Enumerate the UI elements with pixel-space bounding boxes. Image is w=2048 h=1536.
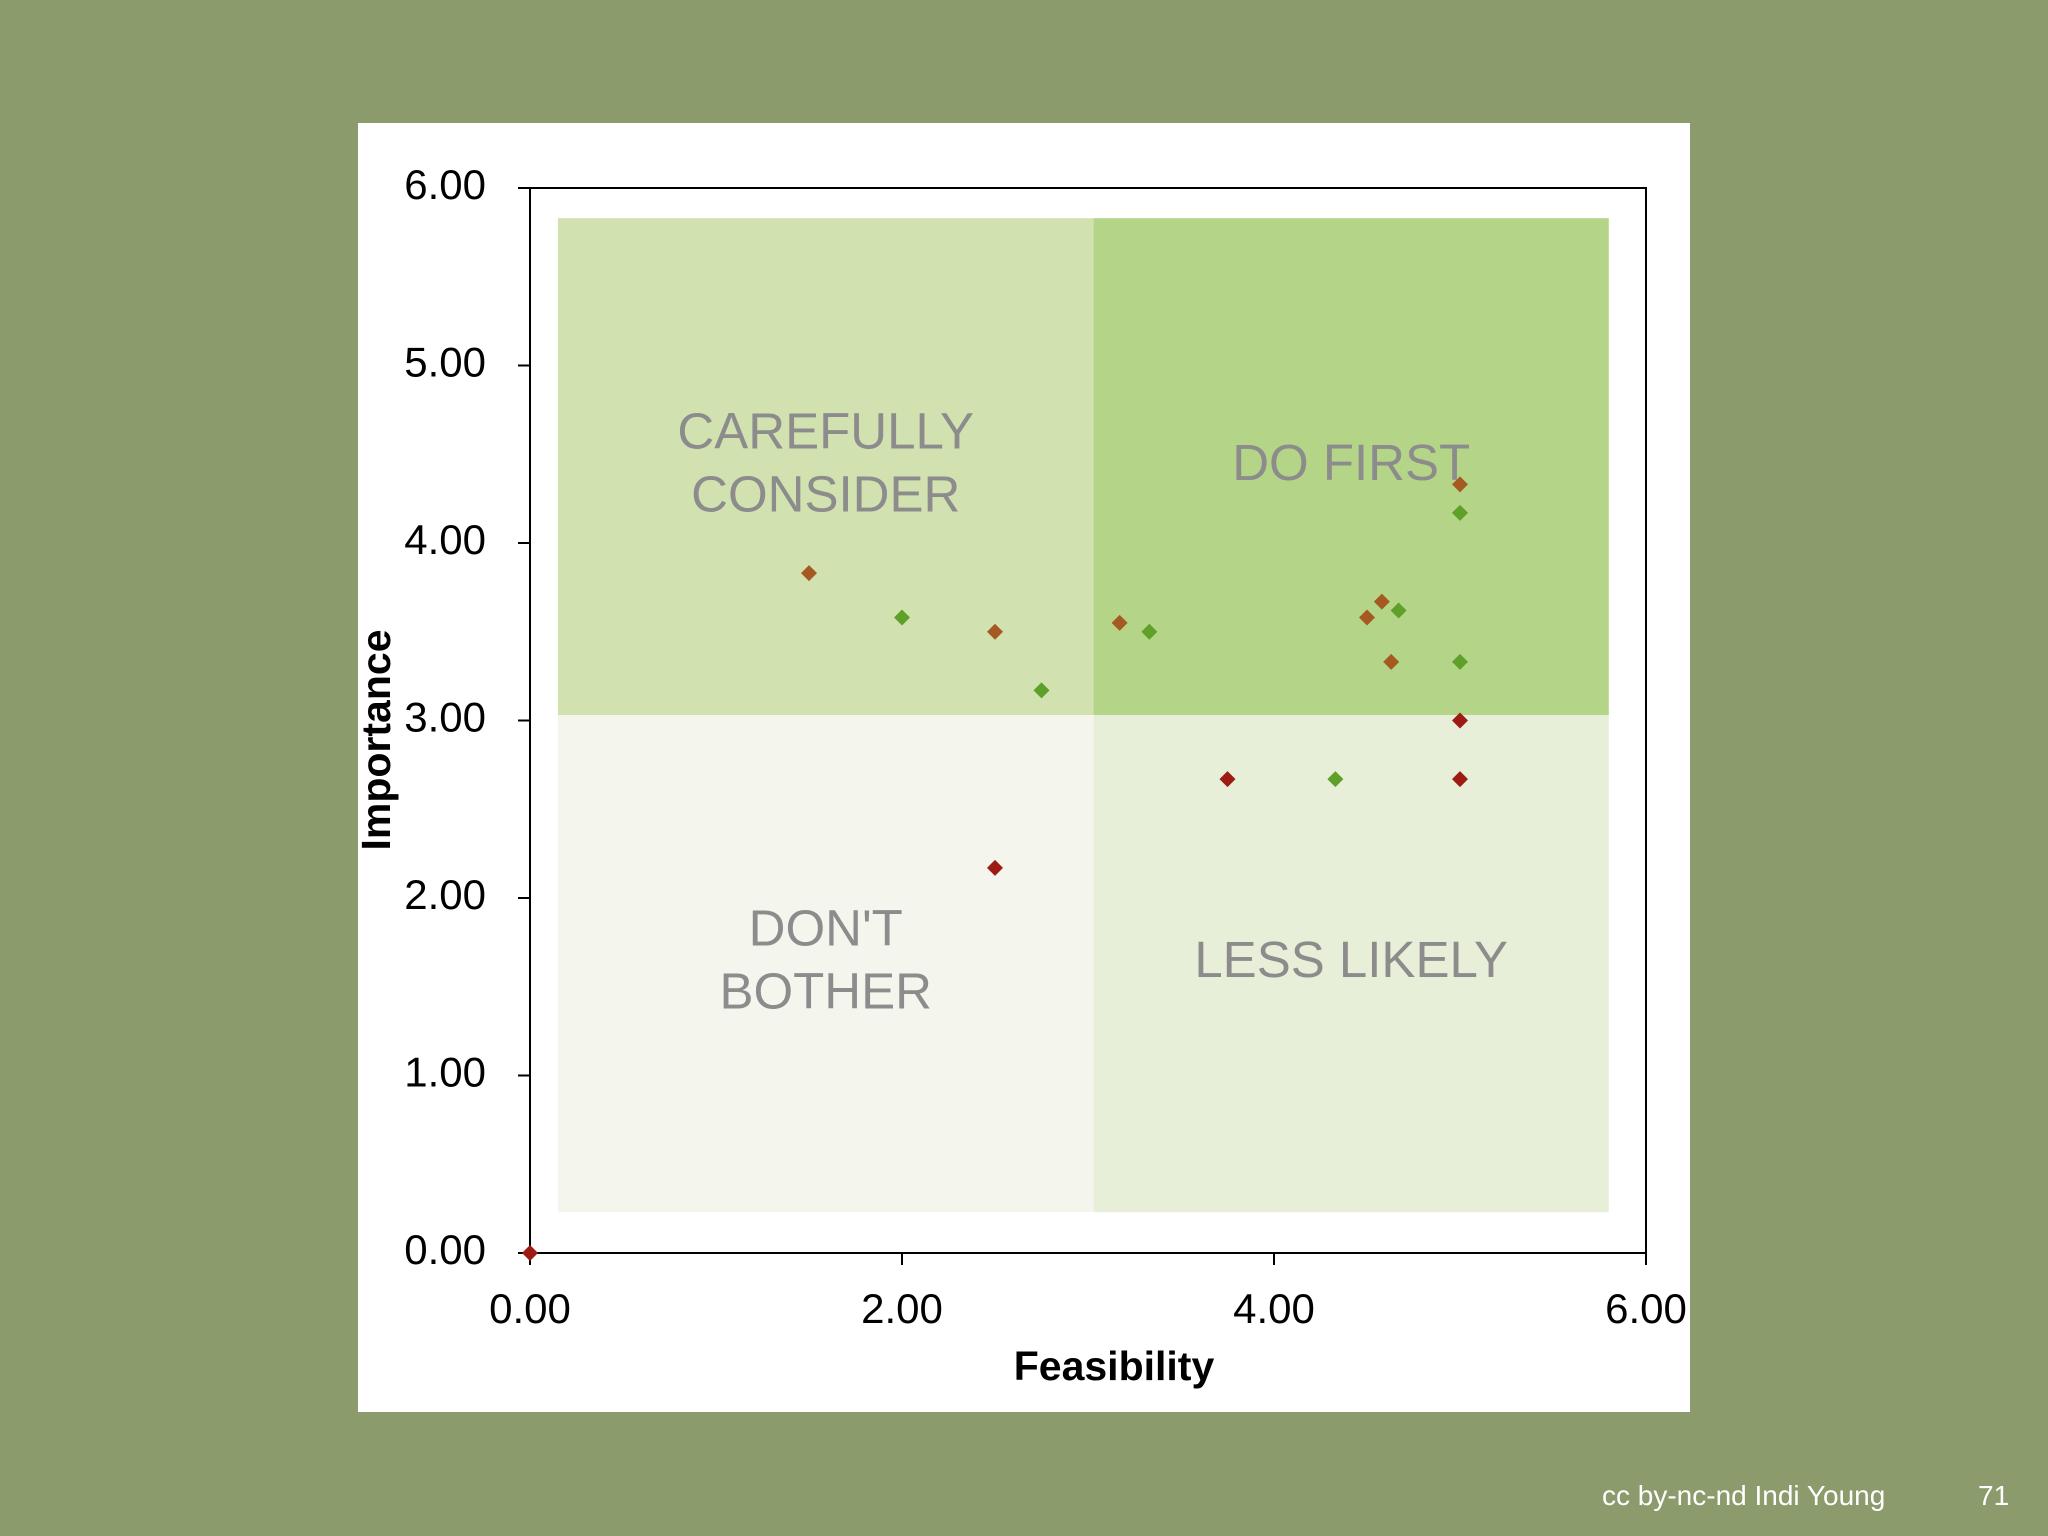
quadrant-dont_bother [557,715,1094,1213]
x-tick-label: 4.00 [1233,1285,1315,1332]
chart-card: CAREFULLY CONSIDER DO FIRST DON'T BOTHER LESS… [358,123,1690,1412]
y-tick-label: 0.00 [404,1226,486,1273]
scatter-chart: CAREFULLY CONSIDER DO FIRST DON'T BOTHER LESS… [358,161,1687,1389]
y-tick-label: 3.00 [404,694,486,741]
quadrant-label-careful: CAREFULLY [677,403,974,460]
y-tick-label: 2.00 [404,871,486,918]
data-point [1359,609,1375,626]
data-point [522,1245,538,1261]
data-point [1383,653,1400,670]
data-point [801,565,817,582]
data-point [894,609,910,626]
quadrant-label-careful: CONSIDER [691,466,960,523]
x-axis-title: Feasibility [1014,1343,1215,1389]
credit-text: cc by-nc-nd Indi Young [1602,1480,1886,1511]
data-point [1111,614,1128,631]
data-point [1452,653,1468,670]
y-axis-title: Importance [358,630,399,851]
data-point [1452,712,1468,729]
quadrant-label-less_likely: LESS LIKELY [1194,931,1508,988]
x-tick-label: 2.00 [861,1285,943,1332]
y-tick-label: 1.00 [404,1049,486,1096]
quadrant-label-dont_bother: BOTHER [719,963,932,1020]
data-point [1390,602,1407,619]
quadrant-do_first [1093,218,1609,716]
y-tick-label: 5.00 [404,339,486,386]
data-point [1327,771,1344,788]
data-point [1033,682,1050,699]
data-point [987,859,1003,876]
quadrant-less_likely [1093,715,1609,1213]
data-point [1452,476,1468,493]
data-point [1141,623,1158,640]
page-number: 71 [1978,1480,2010,1511]
data-point [1452,504,1468,521]
data-point [1219,771,1236,788]
y-tick-label: 6.00 [404,161,486,208]
data-point [1452,771,1468,788]
x-tick-label: 0.00 [489,1285,571,1332]
data-point [1373,593,1390,610]
x-tick-label: 6.00 [1605,1285,1687,1332]
quadrant-careful [557,218,1094,716]
quadrant-label-do_first: DO FIRST [1232,434,1470,491]
data-point [987,623,1003,640]
quadrant-label-dont_bother: DON'T [749,900,903,957]
y-tick-label: 4.00 [404,516,486,563]
